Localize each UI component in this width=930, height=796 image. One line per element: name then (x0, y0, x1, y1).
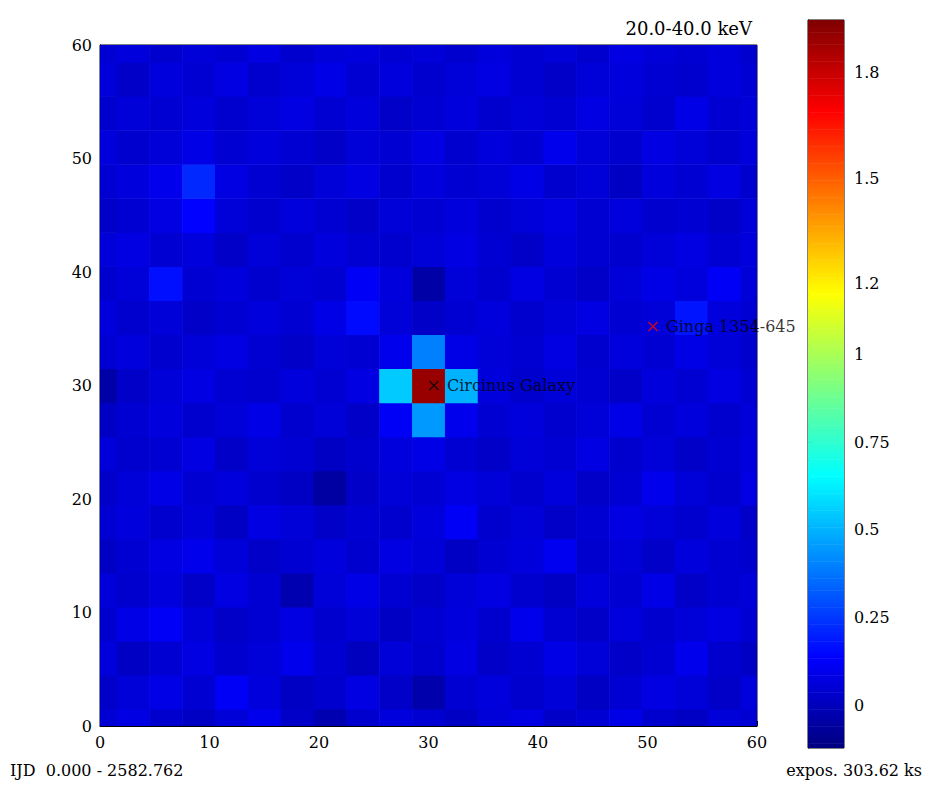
svg-text:10: 10 (199, 733, 219, 752)
svg-text:40: 40 (528, 733, 548, 752)
svg-text:Circinus Galaxy: Circinus Galaxy (447, 376, 575, 395)
svg-text:10: 10 (72, 603, 92, 622)
svg-text:IJD 0.000 - 2582.762: IJD 0.000 - 2582.762 (10, 761, 183, 780)
svg-text:20: 20 (72, 490, 92, 509)
svg-text:20.0-40.0 keV: 20.0-40.0 keV (625, 18, 753, 39)
svg-text:1.2: 1.2 (854, 274, 879, 293)
svg-text:expos. 303.62 ks: expos. 303.62 ks (786, 761, 922, 780)
svg-text:0: 0 (82, 717, 92, 736)
svg-text:1: 1 (854, 345, 864, 364)
svg-text:0: 0 (95, 733, 105, 752)
svg-text:60: 60 (72, 36, 92, 55)
svg-text:0.5: 0.5 (854, 520, 879, 539)
svg-text:50: 50 (72, 149, 92, 168)
svg-text:20: 20 (309, 733, 329, 752)
svg-text:50: 50 (637, 733, 657, 752)
svg-text:60: 60 (747, 733, 767, 752)
svg-text:1.8: 1.8 (854, 63, 879, 82)
svg-text:Ginga 1354-645: Ginga 1354-645 (666, 317, 796, 336)
svg-text:30: 30 (72, 376, 92, 395)
svg-text:0: 0 (854, 696, 864, 715)
svg-text:30: 30 (418, 733, 438, 752)
svg-text:1.5: 1.5 (854, 169, 879, 188)
svg-text:40: 40 (72, 263, 92, 282)
svg-text:0.75: 0.75 (854, 433, 890, 452)
svg-text:0.25: 0.25 (854, 608, 890, 627)
